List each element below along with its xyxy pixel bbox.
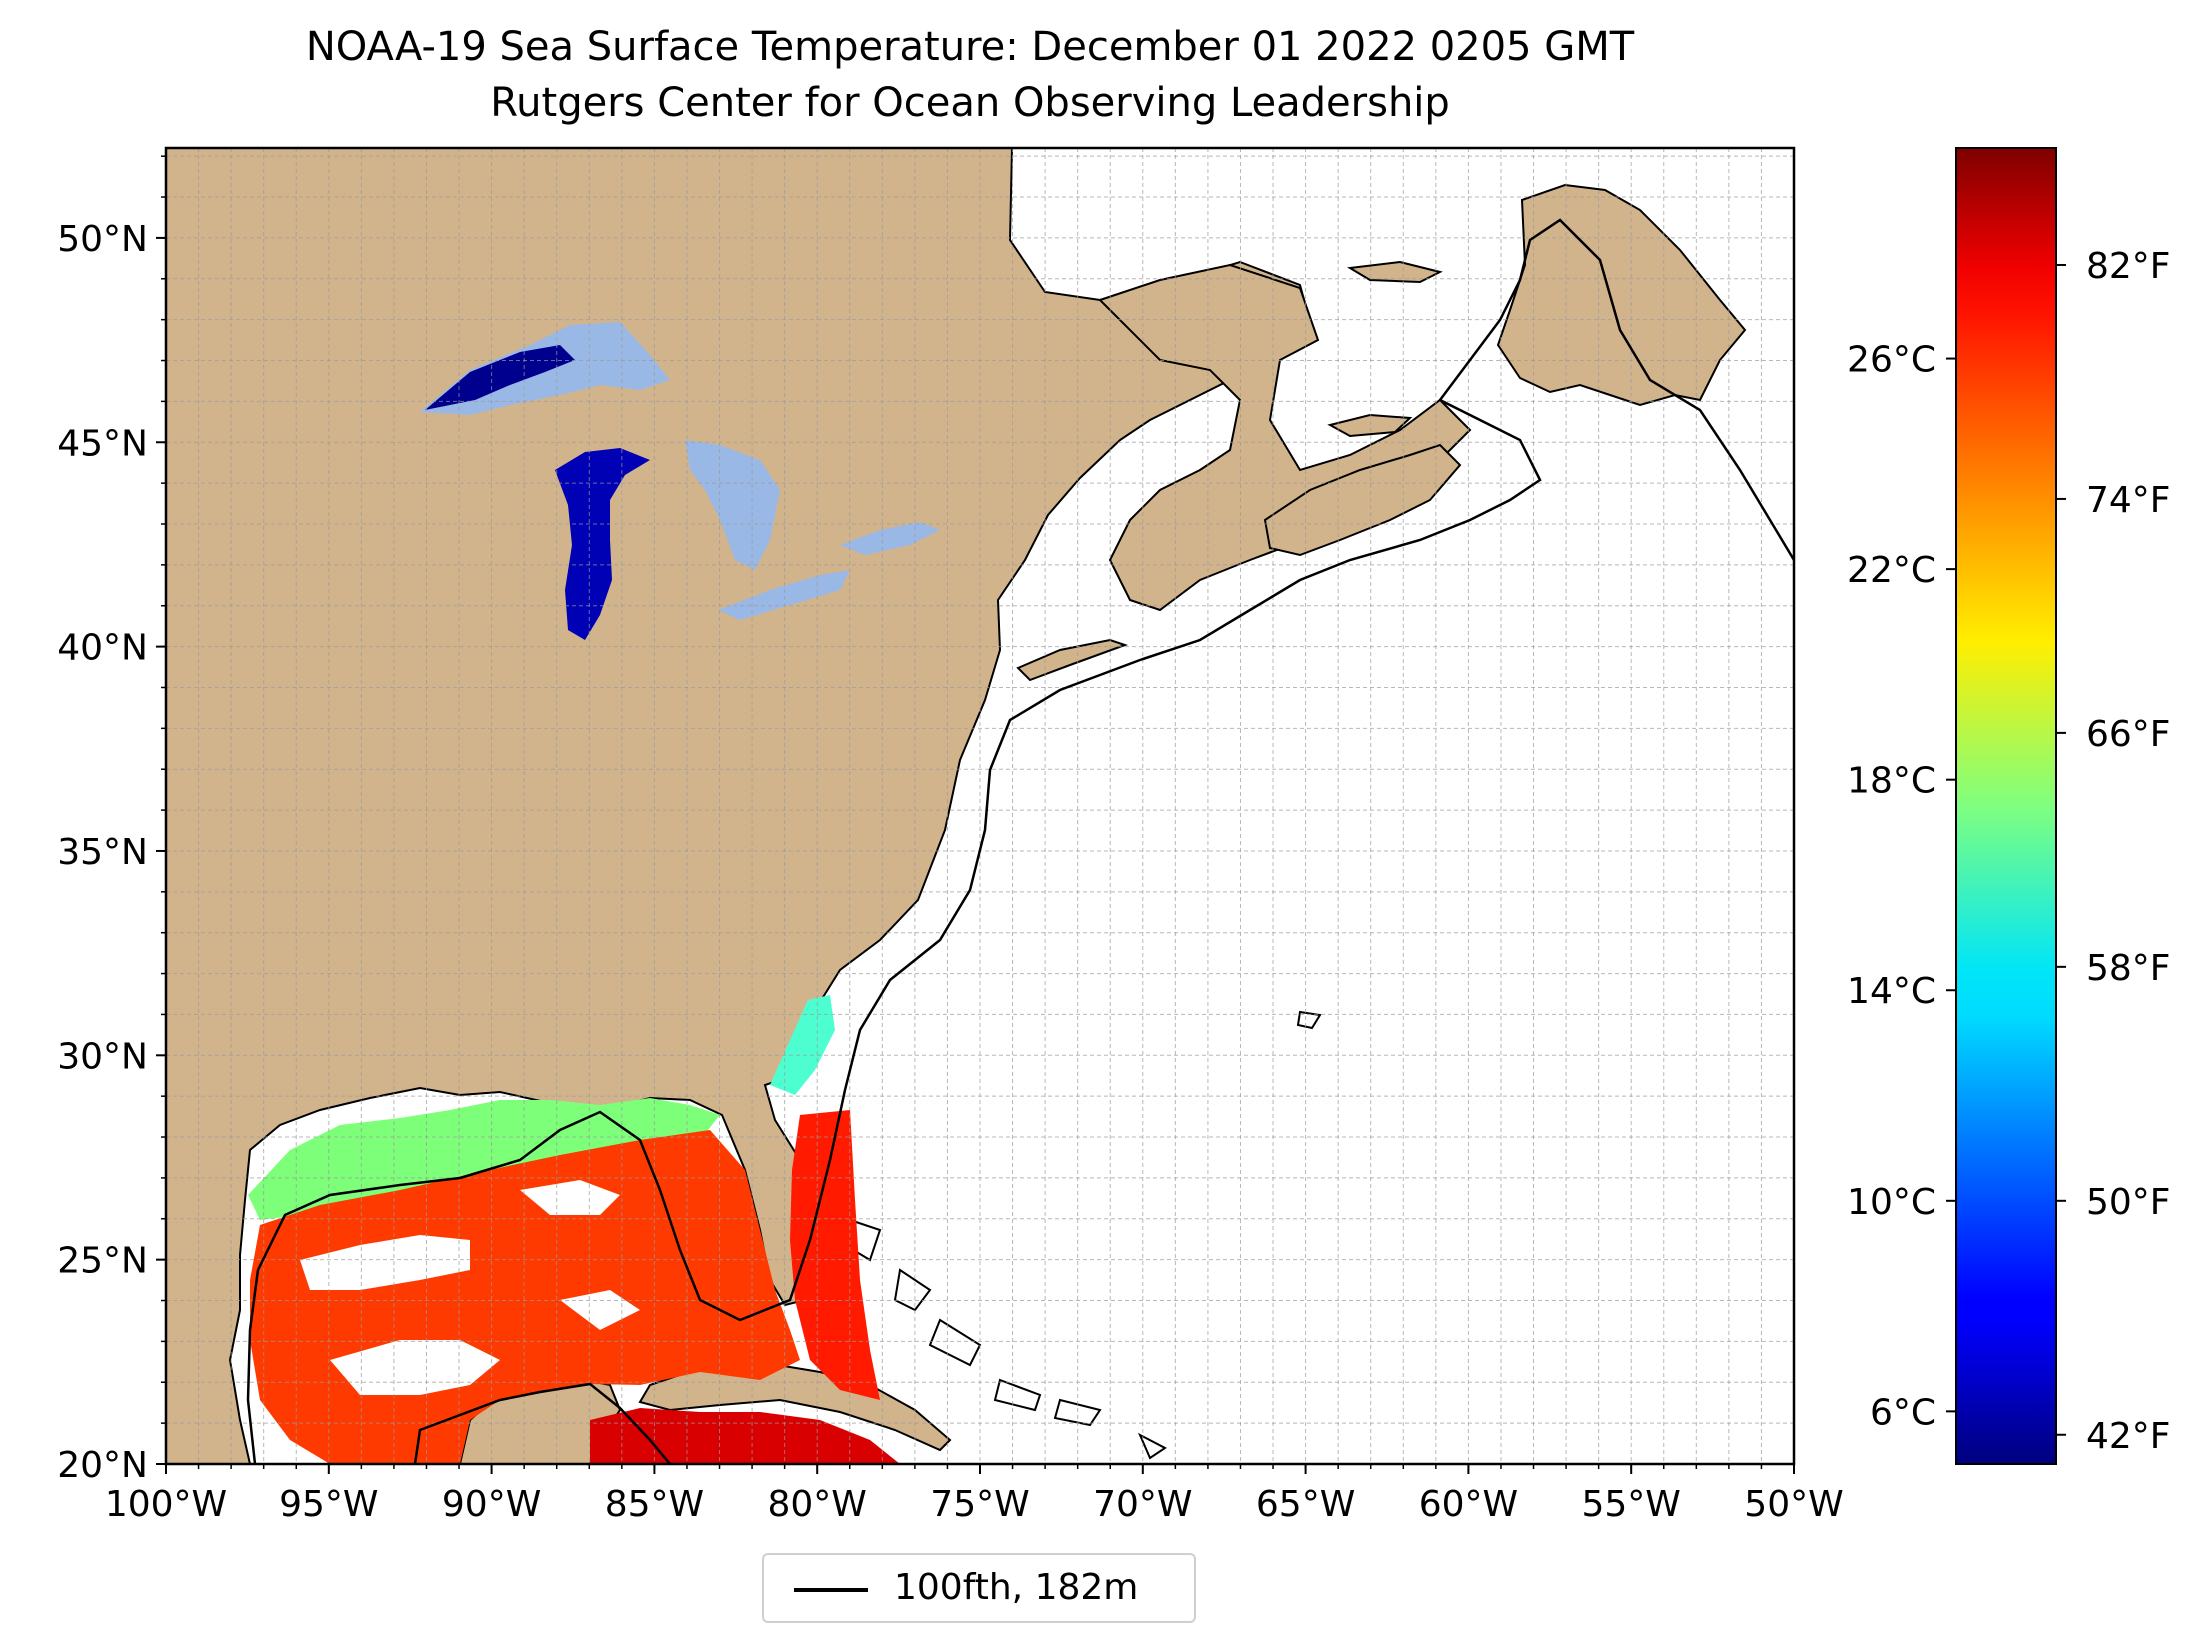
colorbar-fahrenheit-label: 74°F [2086, 480, 2171, 521]
lon-tick-label: 60°W [1419, 1484, 1518, 1525]
lat-tick-label: 30°N [57, 1036, 148, 1077]
lon-tick-label: 80°W [767, 1484, 866, 1525]
isobath-gulf-inner [413, 1382, 671, 1464]
cloud-gap-3 [520, 1180, 620, 1215]
north-america-land [166, 148, 1317, 1464]
cloud-gap-4 [560, 1290, 640, 1330]
colorbar-celsius-axis: 6°C 10°C 14°C 18°C 22°C 26°C [1847, 340, 1956, 1433]
lon-tick-label: 85°W [605, 1484, 704, 1525]
chart-subtitle: Rutgers Center for Ocean Observing Leade… [490, 80, 1450, 126]
lat-tick-label: 20°N [57, 1445, 148, 1486]
colorbar-celsius-label: 22°C [1847, 550, 1936, 591]
colorbar-celsius-label: 14°C [1847, 971, 1936, 1012]
lat-tick-label: 50°N [57, 219, 148, 260]
isobath-100fth [246, 218, 1794, 1464]
lon-tick-label: 50°W [1744, 1484, 1843, 1525]
lat-tick-label: 25°N [57, 1241, 148, 1282]
lat-tick-label: 35°N [57, 832, 148, 873]
sst-data [248, 995, 900, 1464]
legend-line-swatch [794, 1588, 868, 1592]
lake-huron [685, 440, 780, 570]
map-panel [166, 148, 1794, 1464]
colorbar-fahrenheit-label: 50°F [2086, 1182, 2171, 1223]
cloud-gap-1 [300, 1235, 470, 1290]
colorbar-celsius-label: 10°C [1847, 1182, 1936, 1223]
nova-scotia-land [1263, 443, 1462, 557]
colorbar-fahrenheit-axis: 42°F 50°F 58°F 66°F 74°F 82°F [2056, 246, 2171, 1457]
colorbar-fahrenheit-label: 82°F [2086, 246, 2171, 287]
colorbar-celsius-label: 26°C [1847, 340, 1936, 381]
lon-tick-label: 95°W [279, 1484, 378, 1525]
lon-tick-label: 75°W [930, 1484, 1029, 1525]
lake-superior-cold [425, 345, 575, 410]
lon-tick-label: 70°W [1093, 1484, 1192, 1525]
great-lakes [420, 322, 940, 640]
lake-michigan [555, 448, 650, 640]
lon-tick-label: 65°W [1256, 1484, 1355, 1525]
colorbar-celsius-label: 6°C [1870, 1392, 1936, 1433]
legend-label: 100fth, 182m [894, 1567, 1139, 1608]
sst-georgia-coast-cool [770, 995, 835, 1095]
lake-ontario [840, 522, 940, 555]
pei-land [1327, 413, 1413, 438]
colorbar-fahrenheit-label: 58°F [2086, 948, 2171, 989]
lon-tick-label: 55°W [1581, 1484, 1680, 1525]
longitude-axis: 100°W 95°W 90°W 85°W 80°W 75°W 70°W 65°W 60°W 55°… [105, 1464, 1844, 1525]
latitude-axis: 50°N 45°N 40°N 35°N 30°N 25°N 20°N [57, 155, 166, 1486]
colorbar-fahrenheit-label: 66°F [2086, 714, 2171, 755]
lon-tick-label: 100°W [105, 1484, 227, 1525]
lat-tick-label: 40°N [57, 628, 148, 669]
colorbar: 6°C 10°C 14°C 18°C 22°C 26°C 42°F 50°F 58°F 66°F… [1847, 147, 2171, 1465]
lon-tick-label: 90°W [442, 1484, 541, 1525]
legend: 100fth, 182m [762, 1553, 1196, 1623]
cloud-gap-2 [330, 1340, 500, 1395]
colorbar-gradient [1955, 147, 2057, 1465]
anticosti-land [1346, 260, 1443, 284]
colorbar-celsius-label: 18°C [1847, 761, 1936, 802]
colorbar-fahrenheit-label: 42°F [2086, 1416, 2171, 1457]
sst-florida-straits-warm [790, 1110, 880, 1400]
chart-title: NOAA-19 Sea Surface Temperature: Decembe… [305, 24, 1635, 70]
lat-tick-label: 45°N [57, 423, 148, 464]
sst-caribbean-hot [590, 1408, 900, 1464]
